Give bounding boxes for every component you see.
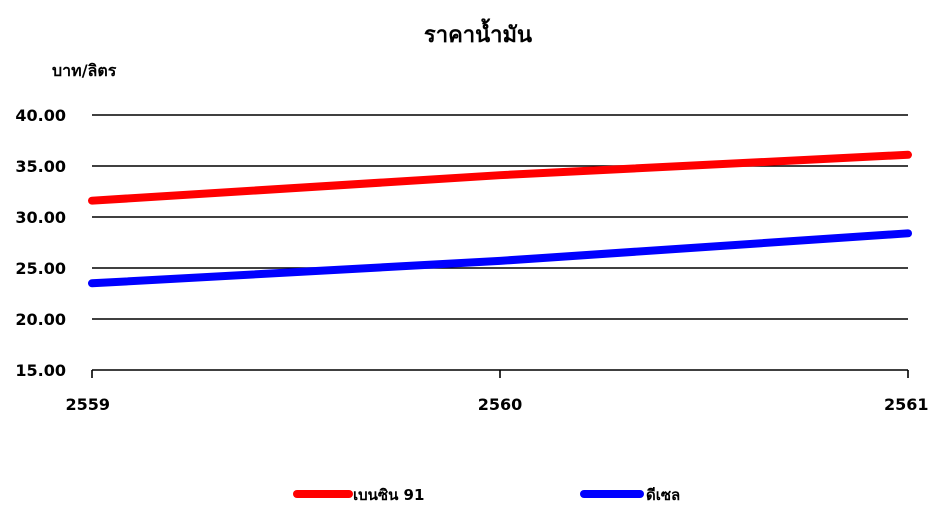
y-tick-label-3: 30.00: [15, 208, 66, 227]
y-tick-label-0: 15.00: [15, 361, 66, 380]
axis-layer: 15.00 20.00 25.00 30.00 35.00 40.00 2559 2560 25…: [15, 106, 928, 414]
series-line-1: [88, 229, 912, 288]
chart-title: ราคาน้ำมัน: [424, 18, 532, 48]
x-tick-label-0: 2559: [65, 395, 110, 414]
series-line-0: [88, 150, 912, 205]
y-axis-label: บาท/ลิตร: [52, 61, 117, 80]
series-layer: [88, 150, 912, 288]
y-tick-label-4: 35.00: [15, 157, 66, 176]
legend: เบนซิน 91 ดีเซล: [293, 486, 680, 504]
grid-layer: [92, 114, 908, 320]
y-tick-label-5: 40.00: [15, 106, 66, 125]
legend-label-0: เบนซิน 91: [353, 486, 424, 504]
x-tick-label-1: 2560: [478, 395, 523, 414]
y-tick-label-1: 20.00: [15, 310, 66, 329]
legend-label-1: ดีเซล: [646, 486, 680, 504]
x-tick-label-2: 2561: [884, 395, 929, 414]
y-tick-label-2: 25.00: [15, 259, 66, 278]
